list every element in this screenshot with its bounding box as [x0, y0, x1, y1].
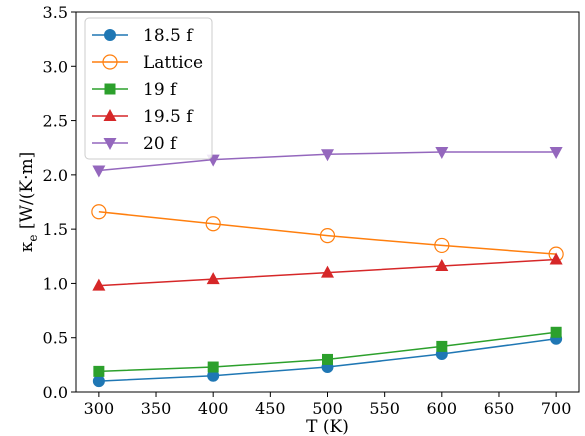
data-point — [549, 252, 563, 265]
y-tick-label: 0.5 — [43, 329, 68, 348]
x-tick-label: 700 — [541, 399, 572, 418]
data-point — [549, 147, 563, 160]
y-axis: 0.0 0.5 1.0 1.5 2.0 2.5 3.0 3.5 — [43, 3, 76, 402]
data-point — [92, 278, 106, 291]
data-point — [92, 375, 105, 388]
legend-label: 20 f — [143, 134, 178, 154]
data-point — [205, 216, 221, 232]
data-point — [207, 369, 220, 382]
legend-label: 19.5 f — [143, 107, 194, 127]
legend-marker — [103, 138, 117, 150]
legend-item: Lattice — [92, 53, 203, 73]
x-tick-label: 300 — [84, 399, 115, 418]
data-point — [435, 259, 449, 272]
x-axis-label: T (K) — [306, 417, 349, 436]
legend-marker — [102, 54, 118, 70]
x-tick-label: 600 — [427, 399, 458, 418]
legend-marker — [103, 109, 117, 121]
y-tick-label: 0.0 — [43, 383, 68, 402]
data-point — [207, 361, 219, 373]
legend-item: 20 f — [92, 134, 178, 154]
legend-item: 19 f — [92, 80, 178, 100]
legend-label: Lattice — [143, 53, 203, 73]
data-point — [435, 147, 449, 160]
series-19-f — [93, 326, 562, 377]
data-point — [321, 149, 334, 162]
y-tick-label: 1.5 — [43, 220, 68, 239]
series-line — [98, 211, 557, 255]
data-point — [92, 165, 106, 178]
data-point — [322, 353, 333, 365]
legend: 18.5 f Lattice 19 f 19.5 f 20 f — [84, 17, 213, 160]
x-tick-label: 550 — [369, 399, 400, 418]
series-lattice — [91, 204, 564, 262]
x-axis: 300 350 400 450 500 550 600 650 700 — [84, 392, 572, 418]
y-axis-label-units: [W/(K·m] — [17, 152, 37, 235]
legend-marker — [104, 83, 116, 95]
data-point — [550, 326, 562, 338]
series-20-f — [92, 147, 563, 178]
x-tick-label: 400 — [198, 399, 229, 418]
data-point — [436, 340, 448, 352]
x-tick-label: 450 — [255, 399, 286, 418]
legend-label: 18.5 f — [143, 26, 194, 46]
y-axis-label: κe [W/(K·m] — [17, 152, 40, 252]
data-point — [434, 237, 450, 254]
data-point — [206, 272, 220, 285]
data-point — [319, 228, 336, 244]
y-tick-label: 1.0 — [43, 274, 68, 293]
x-tick-label: 650 — [484, 399, 515, 418]
x-tick-label: 500 — [312, 399, 343, 418]
legend-item: 18.5 f — [92, 26, 194, 46]
y-tick-label: 3.5 — [43, 3, 68, 22]
series-19-5-f — [92, 252, 563, 291]
y-tick-label: 3.0 — [43, 57, 68, 76]
legend-marker — [104, 29, 116, 41]
y-tick-label: 2.0 — [43, 166, 68, 185]
data-point — [93, 365, 105, 377]
legend-frame — [84, 17, 213, 160]
x-tick-label: 350 — [141, 399, 172, 418]
data-point — [91, 204, 107, 220]
y-axis-label-subscript: e — [26, 235, 40, 242]
y-tick-label: 2.5 — [43, 112, 68, 131]
legend-item: 19.5 f — [92, 107, 194, 127]
y-axis-label-symbol: κ — [17, 241, 37, 252]
data-point — [321, 265, 334, 278]
legend-label: 19 f — [143, 80, 178, 100]
